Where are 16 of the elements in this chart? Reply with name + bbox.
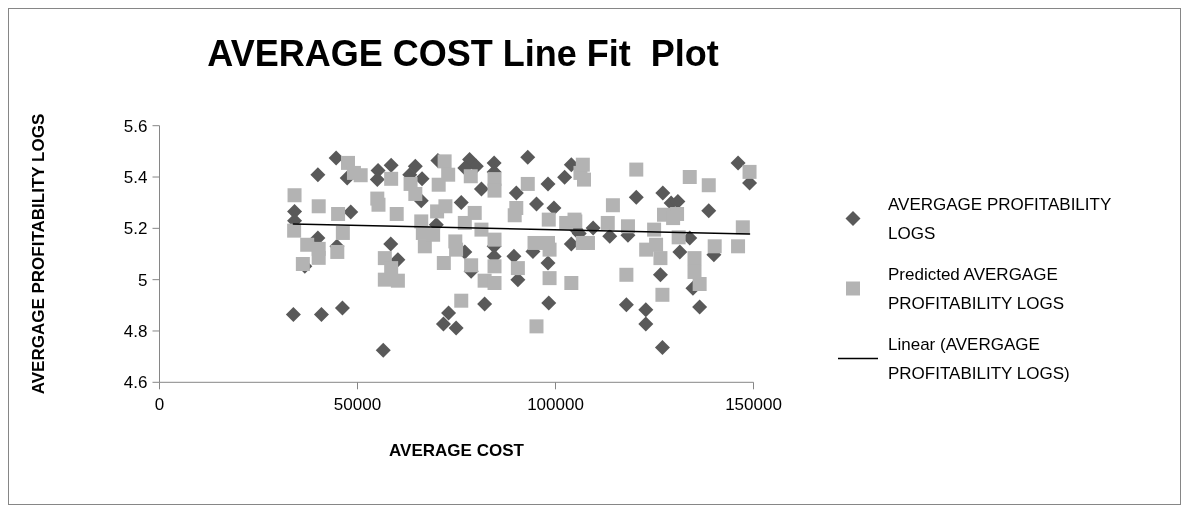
x-tick-label: 50000	[333, 395, 382, 415]
chart-title: AVERAGE COST Line Fit Plot	[207, 33, 719, 74]
x-tick-label: 0	[154, 395, 165, 415]
x-tick-label: 150000	[725, 395, 782, 415]
y-tick-label: 5.2	[123, 219, 148, 239]
legend-label: AVERGAGE PROFITABILITY LOGS	[888, 195, 1112, 243]
legend-label: Predicted AVERGAGE PROFITABILITY LOGS	[888, 265, 1065, 313]
y-tick-label: 4.6	[123, 373, 148, 393]
y-tick-label: 4.8	[123, 321, 148, 341]
y-axis-title: AVERGAGE PROFITABILITY LOGS	[29, 113, 48, 395]
x-axis-title: AVERAGE COST	[389, 441, 525, 460]
x-tick-label: 100000	[527, 395, 584, 415]
y-tick-label: 5.6	[123, 116, 148, 136]
y-tick-label: 5	[138, 270, 148, 290]
legend-label: Linear (AVERGAGE PROFITABILITY LOGS)	[888, 335, 1070, 383]
y-tick-label: 5.4	[123, 168, 148, 188]
